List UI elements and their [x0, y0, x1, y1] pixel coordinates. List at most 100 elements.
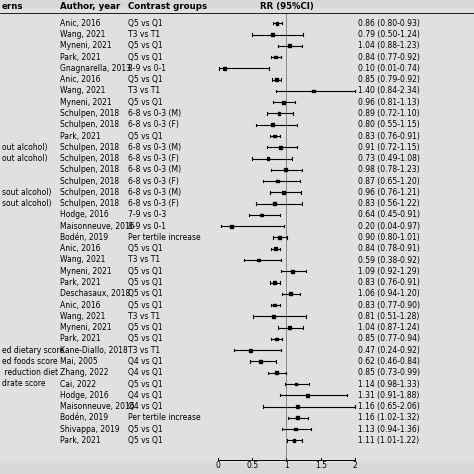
Text: 0.87 (0.65-1.20): 0.87 (0.65-1.20) [358, 177, 420, 186]
Text: Q5 vs Q1: Q5 vs Q1 [128, 301, 163, 310]
Text: 0.90 (0.80-1.01): 0.90 (0.80-1.01) [358, 233, 420, 242]
Text: 1.09 (0.92-1.29): 1.09 (0.92-1.29) [358, 267, 419, 276]
Text: 0.47 (0.24-0.92): 0.47 (0.24-0.92) [358, 346, 420, 355]
Text: sout alcohol): sout alcohol) [2, 199, 52, 208]
Text: 1.5: 1.5 [315, 462, 327, 471]
Text: Q4 vs Q1: Q4 vs Q1 [128, 368, 163, 377]
Bar [257, 259, 260, 261]
Text: Park, 2021: Park, 2021 [60, 436, 100, 445]
Text: Schulpen, 2018: Schulpen, 2018 [60, 177, 119, 186]
Text: 8-9 vs 0-1: 8-9 vs 0-1 [128, 64, 166, 73]
Text: Q5 vs Q1: Q5 vs Q1 [128, 41, 163, 50]
Text: 0.79 (0.50-1.24): 0.79 (0.50-1.24) [358, 30, 420, 39]
Text: RR (95%CI): RR (95%CI) [260, 2, 313, 11]
Text: Shivappa, 2019: Shivappa, 2019 [60, 425, 119, 434]
Text: 1.16 (1.02-1.32): 1.16 (1.02-1.32) [358, 413, 419, 422]
Text: 6-8 vs 0-3 (M): 6-8 vs 0-3 (M) [128, 188, 181, 197]
Text: 1.16 (0.65-2.06): 1.16 (0.65-2.06) [358, 402, 420, 411]
Bar [275, 371, 278, 374]
Text: 0.10 (0.01-0.74): 0.10 (0.01-0.74) [358, 64, 420, 73]
Text: 0.80 (0.55-1.15): 0.80 (0.55-1.15) [358, 120, 420, 129]
Bar [273, 304, 276, 307]
Bar [288, 326, 291, 329]
Text: 0.85 (0.77-0.94): 0.85 (0.77-0.94) [358, 335, 420, 343]
Bar [288, 45, 291, 47]
Text: 0.83 (0.76-0.91): 0.83 (0.76-0.91) [358, 278, 420, 287]
Text: Hodge, 2016: Hodge, 2016 [60, 391, 109, 400]
Text: Park, 2021: Park, 2021 [60, 335, 100, 343]
Bar [283, 101, 285, 104]
Text: 0.89 (0.72-1.10): 0.89 (0.72-1.10) [358, 109, 419, 118]
Text: Q5 vs Q1: Q5 vs Q1 [128, 131, 163, 140]
Text: Gnagnarella, 2013: Gnagnarella, 2013 [60, 64, 131, 73]
Text: Author, year: Author, year [60, 2, 120, 11]
Text: Wang, 2021: Wang, 2021 [60, 255, 105, 264]
Bar [279, 146, 282, 149]
Bar [260, 213, 263, 216]
Text: 6-8 vs 0-3 (F): 6-8 vs 0-3 (F) [128, 154, 179, 163]
Text: Park, 2021: Park, 2021 [60, 131, 100, 140]
Text: Wang, 2021: Wang, 2021 [60, 86, 105, 95]
Bar [275, 78, 278, 81]
Text: Per tertile increase: Per tertile increase [128, 413, 201, 422]
Text: Maisonneuve, 2016: Maisonneuve, 2016 [60, 402, 135, 411]
Bar [223, 67, 226, 70]
Text: Q5 vs Q1: Q5 vs Q1 [128, 289, 163, 298]
Bar [306, 394, 309, 397]
Bar [296, 405, 299, 408]
Text: 1.04 (0.88-1.23): 1.04 (0.88-1.23) [358, 41, 419, 50]
Text: 6-8 vs 0-3 (M): 6-8 vs 0-3 (M) [128, 109, 181, 118]
Bar [272, 123, 274, 126]
Text: Deschasaux, 2018: Deschasaux, 2018 [60, 289, 130, 298]
Bar [266, 157, 269, 160]
Text: Wang, 2021: Wang, 2021 [60, 312, 105, 321]
Text: 6-8 vs 0-3 (F): 6-8 vs 0-3 (F) [128, 177, 179, 186]
Text: Q5 vs Q1: Q5 vs Q1 [128, 267, 163, 276]
Text: 0.84 (0.77-0.92): 0.84 (0.77-0.92) [358, 53, 420, 62]
Text: erns: erns [2, 2, 24, 11]
Text: Q4 vs Q1: Q4 vs Q1 [128, 391, 163, 400]
Text: Mai, 2005: Mai, 2005 [60, 357, 98, 366]
Text: Q5 vs Q1: Q5 vs Q1 [128, 425, 163, 434]
Text: 0.20 (0.04-0.97): 0.20 (0.04-0.97) [358, 222, 420, 231]
Text: Bodén, 2019: Bodén, 2019 [60, 233, 108, 242]
Bar [271, 33, 273, 36]
Bar [230, 225, 233, 228]
Text: Q5 vs Q1: Q5 vs Q1 [128, 380, 163, 389]
Text: T3 vs T1: T3 vs T1 [128, 255, 160, 264]
Text: Anic, 2016: Anic, 2016 [60, 244, 100, 253]
Text: 0.86 (0.80-0.93): 0.86 (0.80-0.93) [358, 19, 420, 28]
Text: 0.85 (0.73-0.99): 0.85 (0.73-0.99) [358, 368, 420, 377]
Text: Bodén, 2019: Bodén, 2019 [60, 413, 108, 422]
Text: Myneni, 2021: Myneni, 2021 [60, 323, 111, 332]
Text: Anic, 2016: Anic, 2016 [60, 301, 100, 310]
Text: Schulpen, 2018: Schulpen, 2018 [60, 165, 119, 174]
Text: 1: 1 [284, 462, 289, 471]
Text: 0.96 (0.76-1.21): 0.96 (0.76-1.21) [358, 188, 420, 197]
Text: 0.73 (0.49-1.08): 0.73 (0.49-1.08) [358, 154, 420, 163]
Text: 1.14 (0.98-1.33): 1.14 (0.98-1.33) [358, 380, 419, 389]
Text: Q4 vs Q1: Q4 vs Q1 [128, 357, 163, 366]
Text: Zhang, 2022: Zhang, 2022 [60, 368, 109, 377]
Text: Park, 2021: Park, 2021 [60, 53, 100, 62]
Text: Q5 vs Q1: Q5 vs Q1 [128, 323, 163, 332]
Text: Myneni, 2021: Myneni, 2021 [60, 98, 111, 107]
Text: Park, 2021: Park, 2021 [60, 278, 100, 287]
Text: 0.96 (0.81-1.13): 0.96 (0.81-1.13) [358, 98, 419, 107]
Text: ed dietary score: ed dietary score [2, 346, 64, 355]
Text: Schulpen, 2018: Schulpen, 2018 [60, 120, 119, 129]
Text: Q5 vs Q1: Q5 vs Q1 [128, 278, 163, 287]
Text: 0.81 (0.51-1.28): 0.81 (0.51-1.28) [358, 312, 419, 321]
Text: 6-8 vs 0-3 (F): 6-8 vs 0-3 (F) [128, 120, 179, 129]
Bar [259, 360, 262, 363]
Text: 0.98 (0.78-1.23): 0.98 (0.78-1.23) [358, 165, 419, 174]
Text: Myneni, 2021: Myneni, 2021 [60, 267, 111, 276]
Text: reduction diet: reduction diet [2, 368, 58, 377]
Bar [249, 349, 252, 352]
Bar [295, 383, 298, 385]
Text: 6-8 vs 0-3 (M): 6-8 vs 0-3 (M) [128, 143, 181, 152]
Bar [273, 202, 276, 205]
Text: 0.83 (0.56-1.22): 0.83 (0.56-1.22) [358, 199, 419, 208]
Text: Cai, 2022: Cai, 2022 [60, 380, 96, 389]
Bar [278, 236, 281, 239]
